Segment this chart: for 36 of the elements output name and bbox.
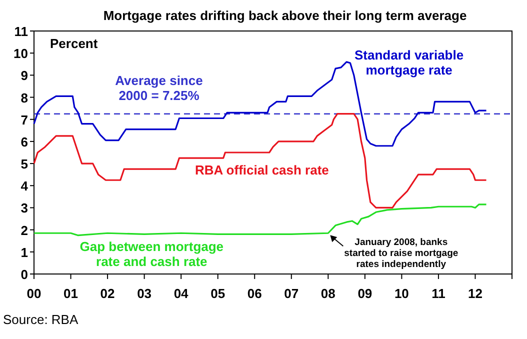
annotation: January 2008, banks started to raise mortgage rates independently bbox=[344, 237, 458, 270]
source-note: Source: RBA bbox=[3, 312, 78, 327]
series-label: Gap between mortgage rate and cash rate bbox=[80, 238, 224, 269]
x-tick-label: 08 bbox=[320, 286, 336, 301]
ref-line-label: Average since 2000 = 7.25% bbox=[115, 73, 203, 104]
y-tick-label: 8 bbox=[20, 90, 28, 106]
x-tick-label: 10 bbox=[394, 286, 409, 301]
series-label: RBA official cash rate bbox=[195, 162, 329, 178]
x-tick-label: 07 bbox=[284, 286, 299, 301]
y-tick-label: 6 bbox=[20, 134, 28, 150]
y-tick-label: 11 bbox=[14, 24, 28, 39]
line-series bbox=[33, 113, 488, 209]
x-tick-label: 11 bbox=[432, 286, 446, 301]
y-tick-label: 1 bbox=[20, 244, 28, 260]
series-label: Standard variable mortgage rate bbox=[354, 48, 464, 78]
x-tick-label: 01 bbox=[64, 286, 78, 301]
y-tick-label: 3 bbox=[20, 200, 28, 216]
line-series bbox=[33, 61, 488, 147]
x-tick-label: 06 bbox=[247, 286, 262, 301]
line-series bbox=[33, 204, 488, 236]
x-tick-label: 02 bbox=[100, 286, 115, 301]
y-tick-label: 9 bbox=[20, 68, 28, 84]
y-tick-label: 7 bbox=[20, 112, 28, 128]
x-tick-label: 04 bbox=[174, 286, 190, 301]
y-axis-title: Percent bbox=[50, 36, 98, 51]
y-tick-label: 4 bbox=[20, 178, 29, 194]
y-tick-label: 2 bbox=[20, 222, 28, 238]
chart-title: Mortgage rates drifting back above their long term average bbox=[103, 8, 467, 23]
x-tick-label: 03 bbox=[137, 286, 152, 301]
y-tick-label: 0 bbox=[20, 267, 28, 282]
y-tick-label: 5 bbox=[20, 156, 28, 172]
x-tick-label: 05 bbox=[210, 286, 226, 301]
x-tick-label: 12 bbox=[468, 286, 482, 301]
y-tick-label: 10 bbox=[14, 46, 28, 62]
x-tick-label: 09 bbox=[358, 286, 372, 301]
x-tick-label: 00 bbox=[26, 286, 42, 301]
